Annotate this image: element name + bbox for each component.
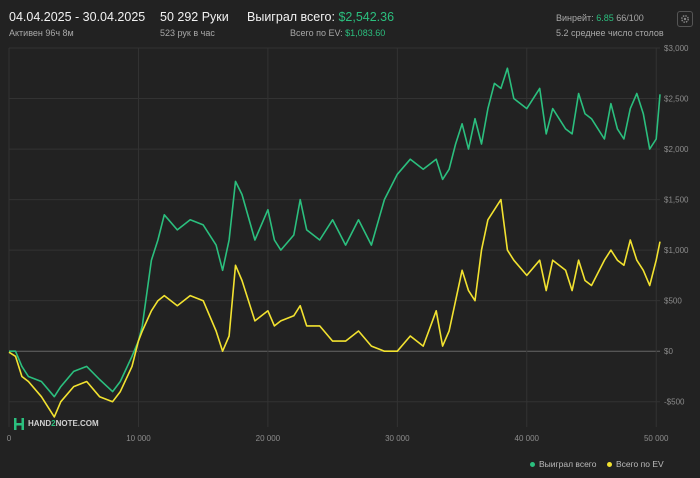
- won-total-label: Выиграл всего:: [247, 10, 335, 24]
- x-tick-label: 50 000: [644, 434, 669, 443]
- legend-item-ev[interactable]: Всего по EV: [607, 459, 664, 469]
- x-axis-labels: 0 10 000 20 000 30 000 40 000 50 000: [7, 434, 669, 443]
- legend-label-won: Выиграл всего: [539, 459, 597, 469]
- legend-swatch-ev: [607, 462, 612, 468]
- avg-tables: 5.2 среднее число столов: [556, 28, 664, 38]
- y-tick-label: $2,000: [664, 145, 689, 154]
- logo-text-c: NOTE.COM: [55, 419, 99, 429]
- legend-swatch-won: [530, 462, 535, 468]
- won-total-value: $2,542.36: [338, 10, 395, 24]
- y-tick-label: $3,000: [664, 44, 689, 53]
- x-tick-label: 0: [7, 434, 12, 443]
- y-axis-labels: -$500 $0 $500 $1,000 $1,500 $2,000 $2,500 $3,00…: [664, 44, 689, 407]
- ev-total: Всего по EV: $1,083.60: [290, 28, 385, 38]
- logo-text-b: 2: [51, 419, 56, 429]
- date-range[interactable]: 04.04.2025 - 30.04.2025: [9, 10, 146, 24]
- series-line-won: [9, 67, 661, 398]
- legend-label-ev: Всего по EV: [616, 459, 664, 469]
- hand2note-logo: HAND2NOTE.COM: [14, 418, 99, 430]
- y-tick-label: $0: [664, 347, 673, 356]
- logo-text-a: HAND: [28, 419, 52, 429]
- winrate: Винрейт: 6.85 66/100: [556, 13, 644, 23]
- winrate-label: Винрейт:: [556, 13, 594, 23]
- gear-icon: [681, 15, 689, 23]
- stats-header: 04.04.2025 - 30.04.2025 Активен 96ч 8м 5…: [0, 0, 700, 42]
- x-tick-label: 30 000: [385, 434, 410, 443]
- series-line-ev: [8, 198, 661, 418]
- y-tick-label: $1,000: [664, 246, 689, 255]
- hand2note-logo-icon: [14, 418, 24, 430]
- chart-grid: [8, 47, 660, 427]
- x-tick-label: 10 000: [126, 434, 151, 443]
- y-tick-label: $1,500: [664, 196, 689, 205]
- x-tick-label: 40 000: [515, 434, 540, 443]
- chart-lines: [8, 67, 661, 418]
- y-tick-label: $500: [664, 297, 682, 306]
- chart: 0 10 000 20 000 30 000 40 000 50 000 -$500 $0 $…: [7, 44, 689, 443]
- x-tick-label: 20 000: [256, 434, 281, 443]
- winrate-hands: 66/100: [616, 13, 644, 23]
- winrate-value: 6.85: [596, 13, 614, 23]
- won-total: Выиграл всего: $2,542.36: [247, 10, 394, 24]
- hands-per-hour: 523 рук в час: [160, 28, 215, 38]
- y-tick-label: $2,500: [664, 95, 689, 104]
- legend-item-won[interactable]: Выиграл всего: [530, 459, 596, 469]
- ev-total-label: Всего по EV:: [290, 28, 343, 38]
- y-tick-label: -$500: [664, 398, 685, 407]
- settings-button[interactable]: [677, 11, 693, 27]
- active-time: Активен 96ч 8м: [9, 28, 74, 38]
- ev-total-value: $1,083.60: [345, 28, 386, 38]
- hands-count: 50 292 Руки: [160, 10, 229, 24]
